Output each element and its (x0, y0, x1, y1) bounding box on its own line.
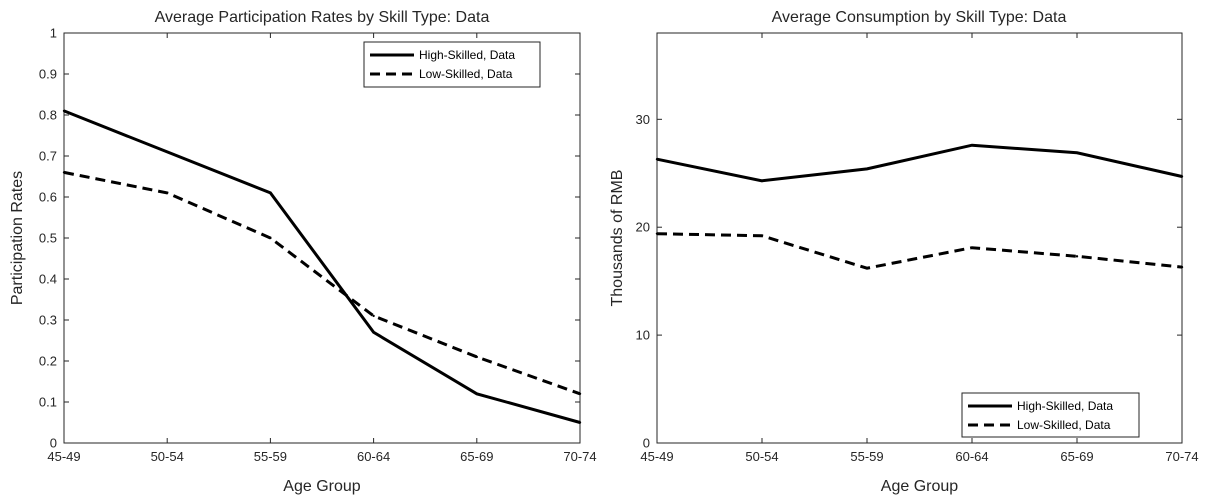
data-point (475, 355, 478, 359)
data-point (475, 392, 478, 395)
y-tick-label: 0.9 (39, 67, 57, 82)
y-tick-label: 1 (50, 26, 57, 41)
y-tick-label: 0.8 (39, 108, 57, 123)
y-axis-label: Participation Rates (9, 171, 26, 305)
data-point (970, 246, 974, 249)
data-point (166, 150, 169, 154)
data-point (62, 109, 66, 113)
legend-label-low-skilled: Low-Skilled, Data (1017, 418, 1111, 432)
x-tick-label: 45-49 (640, 449, 673, 464)
x-tick-label: 50-54 (151, 449, 184, 464)
data-point (1075, 151, 1079, 154)
y-tick-label: 0 (643, 436, 650, 451)
data-point (269, 236, 272, 240)
y-tick-label: 0.7 (39, 149, 57, 164)
y-tick-label: 0.4 (39, 272, 57, 287)
data-point (578, 421, 582, 424)
y-tick-label: 0.6 (39, 190, 57, 205)
chart-panel-1: Average Participation Rates by Skill Typ… (9, 9, 597, 495)
legend-label-high-skilled: High-Skilled, Data (1017, 399, 1113, 413)
legend-label-high-skilled: High-Skilled, Data (419, 48, 515, 62)
y-tick-label: 30 (636, 112, 650, 127)
data-point (655, 232, 659, 235)
y-tick-label: 20 (636, 220, 650, 235)
legend-box (961, 392, 1140, 438)
x-tick-label: 65-69 (1060, 449, 1093, 464)
x-axis-label: Age Group (283, 478, 360, 495)
legend: High-Skilled, Data Low-Skilled, Data (363, 41, 541, 88)
x-tick-label: 45-49 (47, 449, 80, 464)
legend-box (363, 41, 541, 88)
chart-title: Average Participation Rates by Skill Typ… (155, 9, 490, 26)
y-tick-label: 0.5 (39, 231, 57, 246)
data-point (372, 331, 375, 334)
data-point (1075, 255, 1079, 258)
data-point (1180, 265, 1184, 269)
data-point (1180, 175, 1184, 178)
x-tick-label: 50-54 (745, 449, 778, 464)
data-point (372, 314, 375, 318)
chart-panel-2: Average Consumption by Skill Type: Data 4… (609, 9, 1199, 495)
x-tick-label: 55-59 (850, 449, 883, 464)
data-point (970, 144, 974, 147)
y-tick-label: 10 (636, 328, 650, 343)
data-point (166, 191, 169, 195)
y-axis-label: Thousands of RMB (609, 170, 626, 307)
x-axis-label: Age Group (881, 478, 958, 495)
series-line-high-skilled (63, 109, 581, 424)
data-point (578, 392, 582, 395)
x-tick-label: 70-74 (1165, 449, 1198, 464)
plot-area-frame (63, 32, 581, 444)
x-tick-label: 60-64 (357, 449, 390, 464)
series-line-low-skilled (656, 232, 1183, 270)
x-tick-label: 55-59 (254, 449, 287, 464)
chart-title: Average Consumption by Skill Type: Data (772, 9, 1067, 26)
data-point (760, 179, 764, 183)
y-tick-label: 0.2 (39, 354, 57, 369)
x-tick-label: 70-74 (563, 449, 596, 464)
data-point (269, 191, 272, 195)
series-line-high-skilled (656, 143, 1183, 183)
y-tick-label: 0.3 (39, 313, 57, 328)
data-point (655, 158, 659, 161)
x-tick-label: 60-64 (955, 449, 988, 464)
legend: High-Skilled, Data Low-Skilled, Data (961, 392, 1140, 438)
y-tick-label: 0.1 (39, 395, 57, 410)
series-line-low-skilled (63, 170, 581, 396)
y-tick-label: 0 (50, 436, 57, 451)
data-point (865, 167, 869, 171)
data-point (62, 171, 66, 174)
x-tick-label: 65-69 (460, 449, 493, 464)
legend-label-low-skilled: Low-Skilled, Data (419, 67, 513, 81)
plot-area-frame (656, 32, 1183, 444)
data-point (865, 267, 869, 270)
data-point (760, 234, 764, 238)
